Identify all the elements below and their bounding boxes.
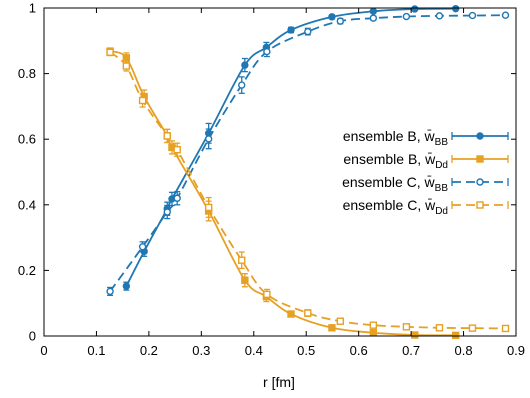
- legend-label-main: ensemble B, w̄: [343, 128, 436, 144]
- data-point: [241, 61, 249, 69]
- x-tick-label: 0.9: [507, 343, 525, 358]
- y-tick-label: 0.4: [18, 197, 36, 212]
- legend-item: ensemble C, w̄Dd: [343, 197, 509, 217]
- x-tick-label: 0.4: [245, 343, 263, 358]
- plot-frame: [43, 7, 517, 337]
- legend-label-subscript: Dd: [435, 160, 448, 171]
- data-point: [173, 194, 181, 202]
- legend-item: ensemble B, w̄BB: [343, 128, 509, 148]
- x-tick-label: 0.3: [192, 343, 210, 358]
- x-tick-label: 0: [40, 343, 47, 358]
- y-tick-label: 0.6: [18, 132, 36, 147]
- legend-item: ensemble C, w̄BB: [342, 174, 509, 194]
- data-point: [163, 208, 171, 216]
- data-point: [501, 324, 510, 333]
- data-point: [328, 324, 336, 332]
- data-point: [122, 282, 131, 290]
- x-tick-label: 0.1: [87, 343, 105, 358]
- series-3: [106, 48, 510, 333]
- data-point: [328, 13, 336, 21]
- data-point: [369, 7, 378, 15]
- legend-label-main: ensemble C, w̄: [342, 174, 435, 190]
- plot-area: [106, 4, 510, 340]
- series-1: [106, 47, 460, 340]
- data-point: [501, 11, 510, 19]
- data-point: [411, 331, 419, 339]
- data-point: [451, 331, 460, 340]
- data-point: [287, 26, 295, 34]
- x-tick-label: 0.2: [140, 343, 158, 358]
- data-point: [241, 276, 249, 284]
- data-point: [238, 81, 246, 89]
- data-point: [122, 54, 131, 62]
- x-axis-label: r [fm]: [263, 374, 295, 390]
- data-point: [468, 11, 477, 20]
- data-point: [204, 203, 213, 212]
- series-line: [109, 14, 506, 292]
- legend-label-subscript: BB: [435, 137, 449, 148]
- data-point: [435, 324, 444, 332]
- data-point: [173, 145, 181, 154]
- series-line: [109, 51, 506, 330]
- legend-marker: [476, 178, 484, 186]
- data-point: [369, 321, 378, 329]
- data-point: [238, 256, 246, 264]
- data-point: [369, 329, 378, 337]
- x-tick-label: 0.6: [350, 343, 368, 358]
- y-tick-label: 0.8: [18, 66, 36, 81]
- data-point: [106, 287, 114, 296]
- legend-label: ensemble B, w̄BB: [343, 128, 448, 148]
- legend-label-main: ensemble B, w̄: [343, 151, 436, 167]
- data-point: [163, 132, 171, 140]
- legend-marker: [476, 201, 484, 209]
- data-point: [287, 310, 295, 318]
- data-point: [138, 96, 147, 105]
- series-line: [109, 50, 456, 337]
- legend-label: ensemble C, w̄BB: [342, 174, 448, 194]
- data-point: [336, 317, 345, 325]
- data-point: [402, 323, 411, 331]
- legend-label-subscript: Dd: [435, 206, 448, 217]
- legend-marker: [476, 155, 484, 163]
- data-point: [402, 12, 411, 21]
- x-tick-label: 0.7: [402, 343, 420, 358]
- data-point: [304, 27, 312, 36]
- series-2: [106, 11, 510, 296]
- legend-label-main: ensemble C, w̄: [343, 197, 436, 213]
- data-point: [263, 47, 271, 56]
- y-tick-label: 0: [29, 329, 36, 344]
- data-point: [138, 243, 147, 251]
- x-tick-label: 0.5: [297, 343, 315, 358]
- data-point: [304, 309, 312, 317]
- data-point: [468, 324, 477, 332]
- data-point: [263, 290, 271, 299]
- ticks: 0 0.1 0.2 0.3 0.4 0.5 0.6 0.7 0.8 0.9 0 0.2 0.4 0.6 0.…: [18, 1, 525, 359]
- legend-label: ensemble C, w̄Dd: [343, 197, 448, 217]
- data-point: [336, 17, 345, 25]
- data-point: [369, 14, 378, 22]
- data-point: [122, 62, 131, 70]
- data-point: [106, 48, 114, 56]
- legend-label: ensemble B, w̄Dd: [343, 151, 448, 171]
- y-tick-label: 0.2: [18, 263, 36, 278]
- data-point: [411, 5, 419, 13]
- data-point: [204, 135, 213, 143]
- legend-marker: [476, 132, 484, 140]
- x-tick-label: 0.8: [455, 343, 473, 358]
- y-tick-label: 1: [29, 1, 36, 16]
- data-point: [435, 12, 444, 20]
- legend-label-subscript: BB: [435, 183, 449, 194]
- data-point: [451, 4, 460, 13]
- legend-item: ensemble B, w̄Dd: [343, 151, 509, 171]
